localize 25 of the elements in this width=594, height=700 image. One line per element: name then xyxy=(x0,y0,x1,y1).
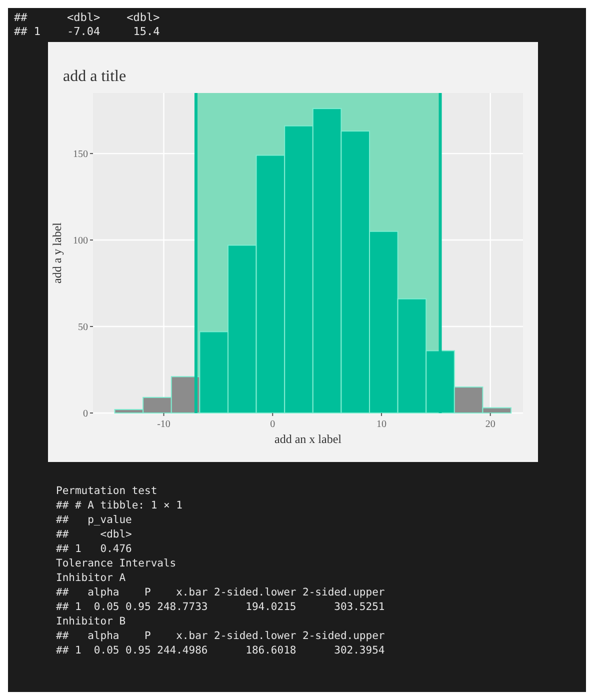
x-tick-label: 10 xyxy=(376,419,386,430)
y-tick-label: 50 xyxy=(78,322,88,334)
y-tick-label: 150 xyxy=(73,149,88,160)
text: Inhibitor A xyxy=(56,572,126,584)
text: ## # A tibble: 1 × 1 xyxy=(56,500,182,512)
text: ## 1 0.05 0.95 244.4986 186.6018 302.3954 xyxy=(56,644,385,656)
y-tick-label: 0 xyxy=(83,408,88,420)
y-tick-label: 100 xyxy=(73,236,88,247)
x-tick-label: 20 xyxy=(485,419,496,430)
y-axis-title: add a y label xyxy=(50,222,64,284)
x-axis-title: add an x label xyxy=(274,432,342,446)
x-tick-label: -10 xyxy=(157,419,170,430)
text: ## 1 -7.04 15.4 xyxy=(14,25,160,38)
chart-title: add a title xyxy=(63,68,126,85)
text: Inhibitor B xyxy=(56,616,126,628)
text: ## 1 0.476 xyxy=(56,543,132,555)
text: Tolerance Intervals xyxy=(56,558,176,570)
text: Permutation test xyxy=(56,485,158,497)
x-tick-label: 0 xyxy=(270,419,276,430)
text: ## <dbl> xyxy=(56,528,132,540)
text: ## p_value xyxy=(56,514,132,526)
text: ## <dbl> <dbl> xyxy=(14,11,160,24)
text: ## alpha P x.bar 2-sided.lower 2-sided.upper xyxy=(56,586,385,598)
text: ## 1 0.05 0.95 248.7733 194.0215 303.5251 xyxy=(56,601,385,613)
text: ## alpha P x.bar 2-sided.lower 2-sided.upper xyxy=(56,630,385,642)
